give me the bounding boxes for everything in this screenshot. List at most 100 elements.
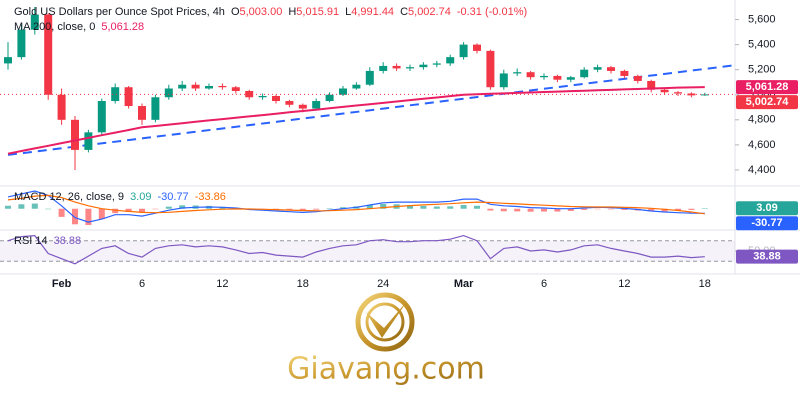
histogram-bar (326, 208, 333, 209)
candle-body (325, 94, 334, 102)
signal-line (7, 194, 705, 215)
histogram-bar (18, 204, 25, 209)
candle-body (540, 75, 548, 78)
histogram-bar (340, 207, 346, 209)
candle-body (138, 106, 146, 120)
histogram-bar (299, 208, 306, 211)
x-tick-label: 18 (699, 278, 711, 290)
ohlc-key: C (400, 6, 408, 18)
ohlc-key: O (231, 6, 240, 18)
ohlc-value: 5,003.00 (240, 6, 283, 18)
x-tick-label: 6 (139, 278, 145, 290)
histogram-bar (487, 208, 494, 211)
candle-body (607, 67, 615, 71)
candle-body (17, 29, 26, 58)
ohlc-value: 5,015.91 (296, 6, 339, 18)
ohlc-key: L (345, 6, 351, 18)
candle-body (298, 104, 307, 109)
candle-body (392, 65, 401, 69)
histogram-bar (433, 206, 440, 209)
histogram-bar (541, 208, 547, 212)
y-tick-label: 5,400 (748, 39, 776, 51)
histogram-value: 3.09 (130, 191, 151, 203)
candle-body (513, 72, 522, 74)
candle-body (365, 70, 374, 85)
histogram-bar (500, 208, 507, 212)
candle-body (499, 73, 508, 88)
candle-body (633, 75, 642, 81)
histogram-bar (594, 208, 601, 210)
y-tick-label: 4,800 (748, 114, 776, 126)
candle-body (580, 69, 589, 78)
candle-body (164, 88, 173, 98)
histogram-bar (661, 208, 668, 212)
histogram-bar (460, 205, 467, 209)
histogram-bar (139, 208, 145, 213)
histogram-bar (527, 208, 534, 212)
candle-body (44, 14, 53, 95)
histogram-bar (420, 205, 427, 209)
candle-body (473, 44, 481, 51)
histogram-bar (447, 206, 454, 209)
histogram-bar (72, 208, 78, 225)
histogram-bar (514, 208, 521, 212)
histogram-bar (407, 205, 413, 209)
candle-body (432, 63, 441, 65)
price-badge-label: 5,002.74 (746, 96, 790, 108)
candle-body (459, 44, 468, 58)
candle-body (647, 80, 656, 90)
y-tick-label: 4,400 (748, 164, 776, 176)
candle-body (191, 84, 200, 89)
candle-body (97, 101, 106, 133)
candle-body (660, 89, 669, 93)
histogram-bar (380, 204, 387, 209)
brand-name: Giavang.com (287, 352, 485, 387)
y-tick-label: 5,600 (748, 13, 776, 25)
price-change: -0.31 (-0.01%) (457, 6, 527, 18)
histogram-bar (648, 208, 655, 212)
x-tick-label: 12 (216, 278, 228, 290)
candle-body (30, 14, 39, 30)
signal-value: -33.86 (195, 191, 226, 203)
histogram-bar (581, 208, 588, 210)
candle-body (674, 92, 682, 94)
candle-body (593, 67, 602, 70)
macd-line (7, 190, 705, 223)
candle-body (218, 85, 227, 88)
histogram-bar (366, 205, 373, 209)
candle-body (446, 57, 455, 64)
y-tick-label: 4,600 (748, 139, 776, 151)
ohlc-value: 5,002.74 (408, 6, 451, 18)
legend-title: Gold US Dollars per Ounce Spot Prices, 4… (14, 6, 527, 18)
histogram-bar (152, 208, 159, 210)
candle-body (111, 87, 120, 102)
price-badge (736, 201, 798, 216)
histogram-bar (567, 208, 574, 211)
ohlc-key: H (288, 6, 296, 18)
candle-body (124, 87, 133, 107)
x-tick-label: Feb (52, 278, 72, 290)
ohlc-value: 4,991.44 (351, 6, 394, 18)
ma-name: MA 200, close, 0 (14, 21, 95, 33)
x-tick-label: 18 (297, 278, 309, 290)
price-badge (736, 80, 798, 95)
moving-average (7, 86, 705, 155)
candle-body (486, 50, 495, 88)
price-badge-label: 3.09 (756, 202, 777, 214)
candle-body (406, 67, 414, 69)
histogram-bar (45, 208, 52, 210)
macd-name: MACD 12, 26, close, 9 (14, 191, 124, 203)
candle-body (258, 96, 267, 98)
histogram-bar (179, 205, 186, 209)
price-badge-label: 5,061.28 (746, 81, 789, 93)
rsi-line (7, 234, 705, 265)
rsi-value: 38.88 (54, 235, 82, 247)
price-badge (736, 216, 798, 231)
histogram-bar (554, 208, 561, 212)
candle-body (205, 85, 213, 89)
histogram-bar (31, 203, 38, 209)
candle-body (526, 72, 535, 78)
histogram-bar (125, 208, 132, 212)
price-badge-label: -30.77 (751, 217, 782, 229)
